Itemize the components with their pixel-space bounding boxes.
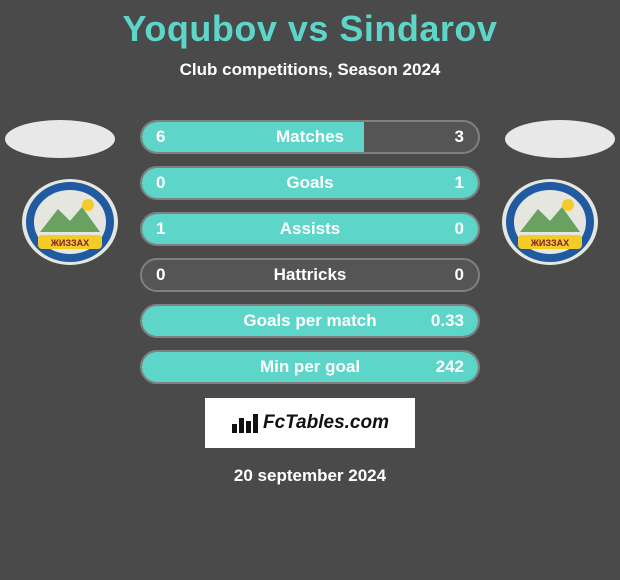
brand-text: FcTables.com	[263, 412, 389, 434]
stat-value-right: 0	[455, 265, 464, 285]
stat-label: Goals per match	[142, 311, 478, 331]
stat-row: 6Matches3	[140, 120, 480, 154]
stat-value-right: 242	[436, 357, 464, 377]
brand-box[interactable]: FcTables.com	[205, 398, 415, 448]
stat-row: Min per goal242	[140, 350, 480, 384]
page-title: Yoqubov vs Sindarov	[123, 8, 498, 50]
club-logo-left: ЖИЗЗАХ	[20, 177, 120, 267]
stat-label: Min per goal	[142, 357, 478, 377]
stat-value-right: 1	[455, 173, 464, 193]
stat-label: Matches	[142, 127, 478, 147]
player-headshot-left	[5, 120, 115, 158]
stat-label: Goals	[142, 173, 478, 193]
club-logo-right: ЖИЗЗАХ	[500, 177, 600, 267]
svg-text:ЖИЗЗАХ: ЖИЗЗАХ	[50, 238, 89, 248]
chart-bars-icon	[231, 412, 259, 434]
svg-text:ЖИЗЗАХ: ЖИЗЗАХ	[530, 238, 569, 248]
date-label: 20 september 2024	[234, 466, 386, 486]
stat-label: Hattricks	[142, 265, 478, 285]
stats-list: 6Matches30Goals11Assists00Hattricks0Goal…	[140, 120, 480, 384]
stat-row: Goals per match0.33	[140, 304, 480, 338]
stat-row: 1Assists0	[140, 212, 480, 246]
stat-row: 0Goals1	[140, 166, 480, 200]
stat-value-right: 3	[455, 127, 464, 147]
player-headshot-right	[505, 120, 615, 158]
stat-value-right: 0.33	[431, 311, 464, 331]
stat-value-right: 0	[455, 219, 464, 239]
stat-label: Assists	[142, 219, 478, 239]
stat-row: 0Hattricks0	[140, 258, 480, 292]
page-subtitle: Club competitions, Season 2024	[180, 60, 441, 80]
